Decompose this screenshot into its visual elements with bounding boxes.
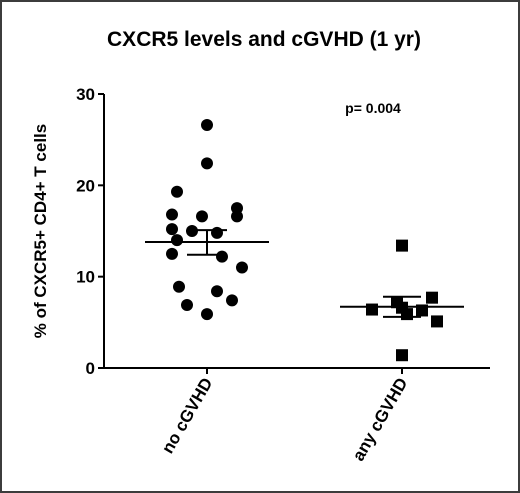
data-point [186,225,198,237]
data-point [171,185,183,198]
data-point [366,303,378,316]
data-point [426,291,438,304]
y-tick-label: 30 [76,85,95,104]
data-point [216,250,228,263]
chart-title: CXCR5 levels and cGVHD (1 yr) [107,28,421,51]
data-point [196,210,208,223]
axes: 0 10 20 30 no cGVHD any cGVHD [76,85,490,464]
data-point [431,315,443,328]
data-point [201,308,213,321]
x-tick-label: no cGVHD [158,375,216,457]
data-point [396,239,408,252]
data-point [401,308,413,321]
data-point [201,157,213,170]
data-point [166,223,178,236]
data-point [211,285,223,298]
y-tick-label: 20 [76,176,95,195]
data-point [231,210,243,223]
data-point [171,234,183,247]
data-point [231,202,243,215]
y-tick-label: 0 [86,359,95,378]
data-point [211,226,223,239]
data-marks [145,119,464,362]
data-point [166,247,178,260]
y-axis-label: % of CXCR5+ CD4+ T cells [31,124,50,338]
p-value-annotation: p= 0.004 [345,100,401,116]
data-point [166,208,178,221]
x-tick-label: any cGVHD [349,375,412,465]
data-point [396,349,408,362]
data-point [416,304,428,317]
y-tick-label: 10 [76,268,95,287]
data-point [201,119,213,132]
data-point [226,294,238,307]
data-point [236,261,248,274]
data-point [173,280,185,293]
data-point [181,298,193,311]
